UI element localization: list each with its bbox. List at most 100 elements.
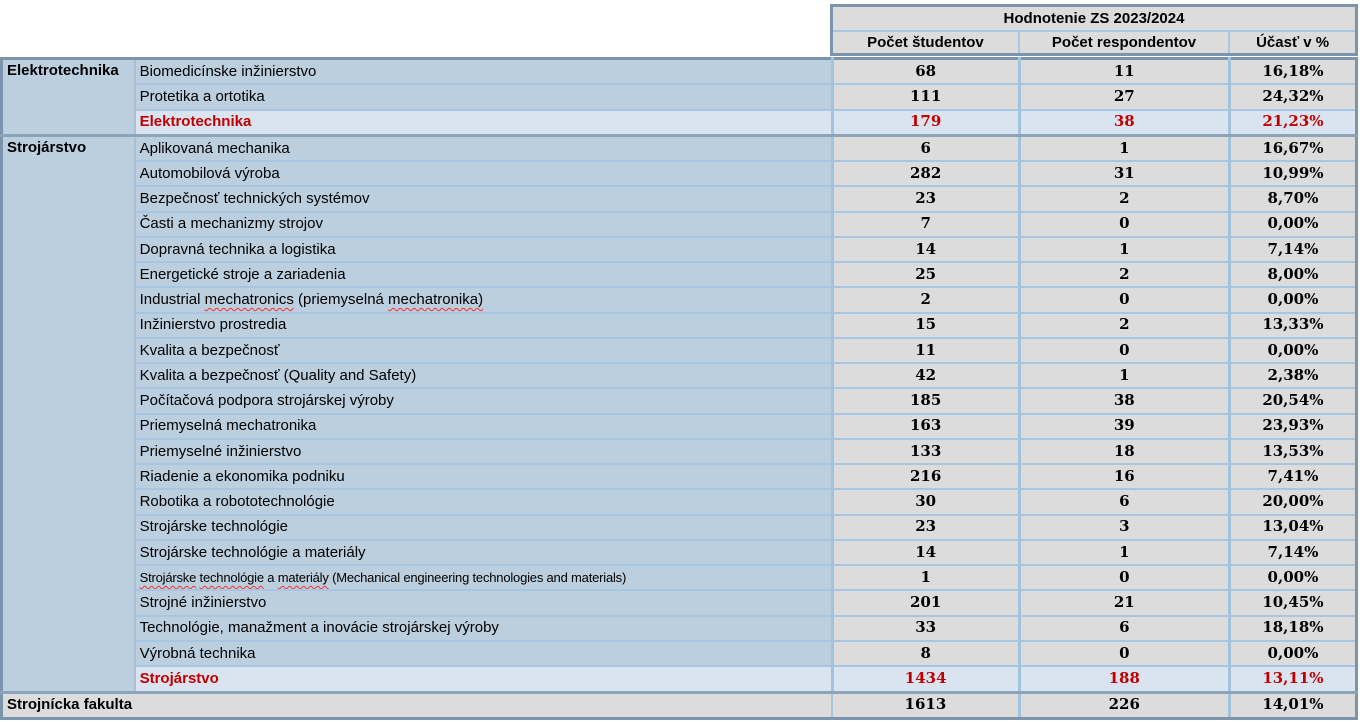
respondents-cell: 226: [1018, 691, 1231, 720]
participation-cell: 0,00%: [1228, 564, 1359, 592]
respondents-cell: 2: [1018, 261, 1231, 289]
students-cell: 282: [831, 160, 1021, 188]
students-cell: 163: [831, 412, 1021, 440]
misspelling-wavy-underline: mechatronika): [388, 291, 484, 309]
table-row: Strojné inžinierstvo 201 21 10,45%: [2, 589, 1359, 617]
misspelling-wavy-underline: technológie: [199, 569, 265, 585]
program-cell: Kvalita a bezpečnosť: [133, 336, 834, 365]
respondents-cell: 2: [1018, 185, 1231, 213]
table-row: Automobilová výroba 282 31 10,99%: [2, 160, 1359, 188]
students-cell: 33: [831, 614, 1021, 642]
respondents-cell: 0: [1018, 336, 1231, 365]
students-cell: 133: [831, 437, 1021, 466]
program-cell: Priemyselná mechatronika: [133, 412, 834, 440]
participation-cell: 7,41%: [1228, 463, 1359, 491]
participation-cell: 13,04%: [1228, 513, 1359, 541]
participation-cell: 14,01%: [1228, 691, 1359, 720]
respondents-cell: 0: [1018, 564, 1231, 592]
program-cell: Priemyselné inžinierstvo: [133, 437, 834, 466]
program-cell: Výrobná technika: [133, 639, 834, 668]
table-title: Hodnotenie ZS 2023/2024: [830, 4, 1358, 32]
participation-cell: 10,45%: [1228, 589, 1359, 617]
students-cell: 111: [831, 83, 1021, 111]
respondents-cell: 31: [1018, 160, 1231, 188]
respondents-cell: 188: [1018, 665, 1231, 694]
program-cell: Strojárske technológie a materiály (Mech…: [133, 564, 834, 592]
table-body: Elektrotechnika Biomedicínske inžinierstv…: [0, 57, 1359, 720]
students-cell: 23: [831, 185, 1021, 213]
program-cell: Kvalita a bezpečnosť (Quality and Safety…: [133, 362, 834, 390]
participation-cell: 21,23%: [1228, 108, 1359, 137]
participation-cell: 20,54%: [1228, 387, 1359, 415]
participation-cell: 20,00%: [1228, 488, 1359, 516]
table-row: Kvalita a bezpečnosť 11 0 0,00%: [2, 336, 1359, 365]
students-cell: 7: [831, 210, 1021, 238]
students-cell: 1613: [831, 691, 1021, 720]
students-cell: 15: [831, 311, 1021, 339]
summary-name-cell: Elektrotechnika: [133, 108, 834, 137]
respondents-cell: 27: [1018, 83, 1231, 111]
students-cell: 8: [831, 639, 1021, 668]
table-row: Technológie, manažment a inovácie strojá…: [2, 614, 1359, 642]
table-row: Časti a mechanizmy strojov 7 0 0,00%: [2, 210, 1359, 238]
program-cell: Strojné inžinierstvo: [133, 589, 834, 617]
misspelling-wavy-underline: Strojárske: [139, 569, 197, 585]
participation-cell: 7,14%: [1228, 235, 1359, 264]
participation-cell: 8,70%: [1228, 185, 1359, 213]
students-cell: 6: [831, 134, 1021, 163]
program-cell: Strojárske technológie: [133, 513, 834, 541]
respondents-cell: 1: [1018, 134, 1231, 163]
program-cell: Technológie, manažment a inovácie strojá…: [133, 614, 834, 642]
program-cell: Časti a mechanizmy strojov: [133, 210, 834, 238]
participation-cell: 16,67%: [1228, 134, 1359, 163]
respondents-cell: 1: [1018, 362, 1231, 390]
program-cell: Riadenie a ekonomika podniku: [133, 463, 834, 491]
respondents-cell: 3: [1018, 513, 1231, 541]
col-header-participation: Účasť v %: [1228, 30, 1359, 56]
column-header-row: Počet študentov Počet respondentov Účasť…: [829, 30, 1359, 56]
respondents-cell: 39: [1018, 412, 1231, 440]
faculty-name-cell: Strojnícka fakulta: [0, 691, 834, 720]
group-cell: Elektrotechnika: [0, 57, 136, 137]
table-row: Priemyselná mechatronika 163 39 23,93%: [2, 412, 1359, 440]
participation-cell: 8,00%: [1228, 261, 1359, 289]
students-cell: 25: [831, 261, 1021, 289]
participation-cell: 16,18%: [1228, 57, 1359, 86]
table-row: Industrial mechatronics (priemyselná mec…: [2, 286, 1359, 314]
participation-cell: 24,32%: [1228, 83, 1359, 111]
group-cell: Strojárstvo: [0, 134, 136, 694]
program-cell: Aplikovaná mechanika: [133, 134, 834, 163]
participation-cell: 2,38%: [1228, 362, 1359, 390]
respondents-cell: 6: [1018, 488, 1231, 516]
respondents-cell: 0: [1018, 639, 1231, 668]
students-cell: 42: [831, 362, 1021, 390]
students-cell: 14: [831, 235, 1021, 264]
respondents-cell: 11: [1018, 57, 1231, 86]
table-row: Dopravná technika a logistika 14 1 7,14%: [2, 235, 1359, 264]
misspelling-wavy-underline: materiály: [277, 569, 329, 585]
students-cell: 216: [831, 463, 1021, 491]
program-cell: Energetické stroje a zariadenia: [133, 261, 834, 289]
group-summary-row: Elektrotechnika 179 38 21,23%: [2, 108, 1359, 137]
table-row: Strojárske technológie a materiály 14 1 7,1…: [2, 538, 1359, 567]
respondents-cell: 0: [1018, 286, 1231, 314]
faculty-total-row: Strojnícka fakulta 1613 226 14,01%: [0, 691, 1359, 720]
program-cell: Automobilová výroba: [133, 160, 834, 188]
group-summary-row: Strojárstvo 1434 188 13,11%: [2, 665, 1359, 694]
program-cell: Robotika a robototechnológie: [133, 488, 834, 516]
participation-cell: 18,18%: [1228, 614, 1359, 642]
participation-cell: 0,00%: [1228, 210, 1359, 238]
table-row: Inžinierstvo prostredia 15 2 13,33%: [2, 311, 1359, 339]
table-row: Počítačová podpora strojárskej výroby 185…: [2, 387, 1359, 415]
summary-name-cell: Strojárstvo: [133, 665, 834, 694]
respondents-cell: 18: [1018, 437, 1231, 466]
participation-cell: 7,14%: [1228, 538, 1359, 567]
table-row: Strojárske technológie 23 3 13,04%: [2, 513, 1359, 541]
col-header-respondents: Počet respondentov: [1017, 30, 1231, 56]
respondents-cell: 38: [1018, 387, 1231, 415]
program-cell: Počítačová podpora strojárskej výroby: [133, 387, 834, 415]
participation-cell: 0,00%: [1228, 336, 1359, 365]
students-cell: 201: [831, 589, 1021, 617]
program-cell: Bezpečnosť technických systémov: [133, 185, 834, 213]
